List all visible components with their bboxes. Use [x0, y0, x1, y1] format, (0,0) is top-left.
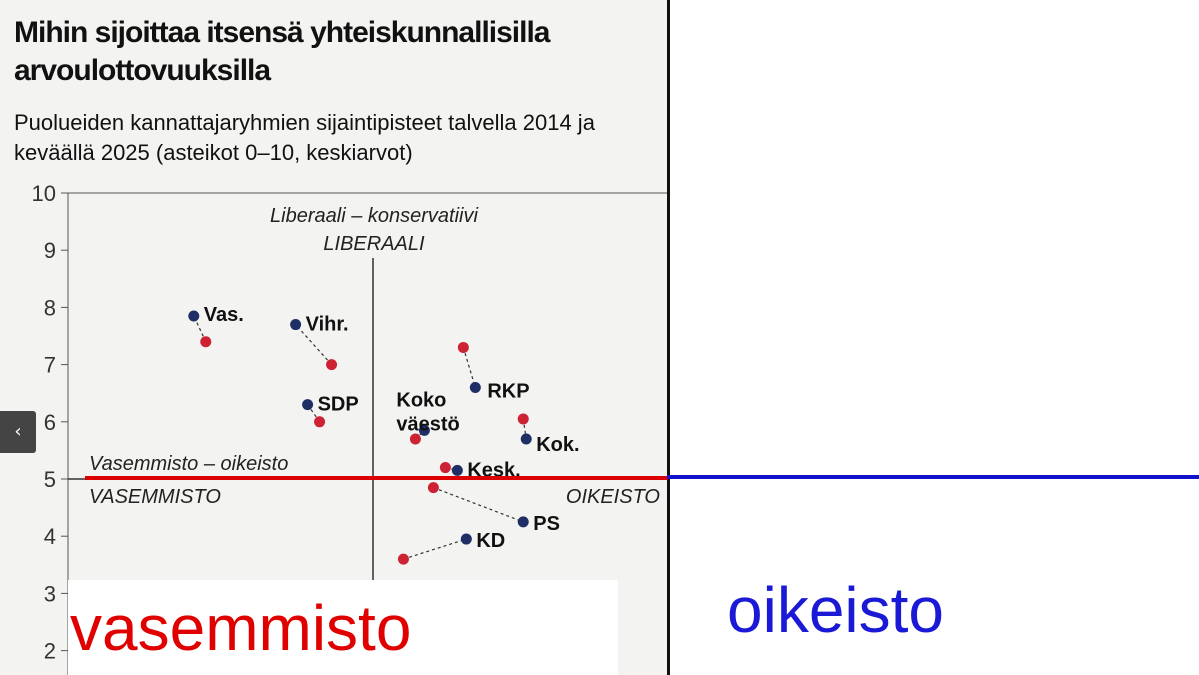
connector-line [433, 487, 524, 523]
point-2025 [418, 424, 430, 436]
y-tick-label: 4 [44, 524, 56, 549]
red-horizontal-line [85, 476, 668, 480]
point-2025 [451, 464, 463, 476]
chart-panel: Mihin sijoittaa itsensä yhteiskunnallisi… [0, 0, 667, 675]
point-label: Kesk. [467, 459, 520, 481]
point-2025 [290, 319, 302, 331]
right-overlay-word: oikeisto [727, 574, 944, 646]
point-label: Kok. [536, 434, 579, 456]
y-tick-label: 5 [44, 467, 56, 492]
overlay-background [68, 580, 618, 675]
connector-line [403, 538, 467, 560]
point-2014 [200, 336, 212, 348]
point-2014 [517, 413, 529, 425]
point-2025 [520, 433, 532, 445]
point-label: Koko [396, 389, 446, 411]
vertical-axis-top-label: LIBERAALI [323, 233, 425, 255]
connector-line [193, 315, 207, 342]
connector-line [462, 347, 476, 388]
point-label: PS [533, 513, 560, 535]
point-2025 [302, 399, 314, 411]
point-2014 [439, 462, 451, 474]
point-2014 [409, 433, 421, 445]
vertical-axis-name: Liberaali – konservatiivi [270, 205, 478, 227]
point-label: Vihr. [306, 314, 349, 336]
data-points [188, 310, 532, 565]
point-label: RKP [487, 380, 529, 402]
point-2025 [188, 310, 200, 322]
y-tick-label: 6 [44, 410, 56, 435]
scatter-chart: 2 3 4 5 6 7 8 9 10 Liberaali – konservatiivi LIB… [32, 181, 667, 675]
point-2025 [469, 381, 481, 393]
horizontal-axis-right-label: OIKEISTO [566, 486, 660, 508]
point-2014 [457, 341, 469, 353]
point-2025 [460, 533, 472, 545]
point-2014 [326, 359, 338, 371]
y-tick-label: 8 [44, 295, 56, 320]
point-label: KD [476, 530, 505, 552]
chart-subtitle: Puolueiden kannattajaryhmien sijaintipis… [14, 110, 595, 165]
y-tick-label: 7 [44, 353, 56, 378]
point-2014 [397, 553, 409, 565]
point-label: väestö [396, 413, 459, 435]
point-2014 [314, 416, 326, 428]
horizontal-axis-name: Vasemmisto – oikeisto [89, 453, 288, 475]
blue-horizontal-line [667, 475, 1199, 479]
horizontal-axis-left-label: VASEMMISTO [89, 486, 221, 508]
chart-title: Mihin sijoittaa itsensä yhteiskunnallisi… [14, 16, 551, 87]
y-tick-label: 9 [44, 238, 56, 263]
left-overlay-word: vasemmisto [70, 592, 412, 664]
point-2025 [517, 516, 529, 528]
connector-line [295, 324, 333, 366]
y-tick-label: 10 [32, 181, 56, 206]
y-ticks: 2 3 4 5 6 7 8 9 10 [32, 181, 68, 664]
connector-lines [193, 315, 527, 560]
point-2014 [427, 482, 439, 494]
point-label: Vas. [204, 304, 244, 326]
point-label: SDP [318, 394, 359, 416]
y-tick-label: 3 [44, 581, 56, 606]
y-tick-label: 2 [44, 639, 56, 664]
vertical-divider [667, 0, 670, 675]
chevron-left-icon[interactable]: ‹ [0, 411, 36, 453]
